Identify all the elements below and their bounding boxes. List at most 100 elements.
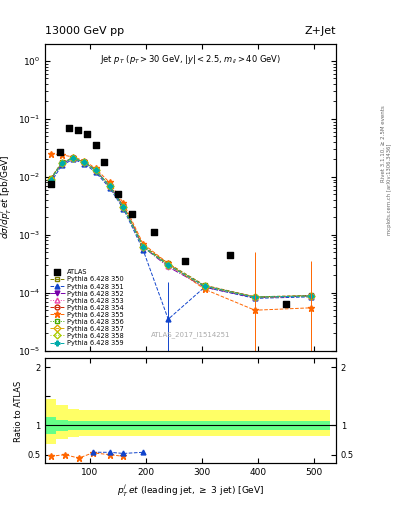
Pythia 6.428 353 bbox=[107, 183, 112, 189]
Pythia 6.428 350 bbox=[202, 282, 207, 288]
Pythia 6.428 351 bbox=[309, 294, 313, 300]
Pythia 6.428 357 bbox=[309, 293, 313, 299]
Pythia 6.428 354 bbox=[141, 243, 145, 249]
Pythia 6.428 351 bbox=[93, 169, 98, 175]
Pythia 6.428 357 bbox=[253, 294, 257, 300]
Pythia 6.428 358 bbox=[93, 167, 98, 174]
Pythia 6.428 354 bbox=[48, 176, 53, 182]
Pythia 6.428 358 bbox=[202, 283, 207, 289]
Legend: ATLAS, Pythia 6.428 350, Pythia 6.428 351, Pythia 6.428 352, Pythia 6.428 353, P: ATLAS, Pythia 6.428 350, Pythia 6.428 35… bbox=[48, 268, 125, 347]
Pythia 6.428 356 bbox=[121, 204, 126, 210]
Pythia 6.428 352 bbox=[166, 264, 171, 270]
ATLAS bbox=[338, 315, 345, 323]
Pythia 6.428 353 bbox=[82, 159, 87, 165]
Pythia 6.428 359 bbox=[82, 159, 87, 165]
Pythia 6.428 358 bbox=[121, 204, 126, 210]
Pythia 6.428 354 bbox=[309, 293, 313, 299]
Pythia 6.428 356 bbox=[93, 167, 98, 174]
Pythia 6.428 350 bbox=[253, 294, 257, 300]
ATLAS bbox=[66, 124, 72, 132]
ATLAS bbox=[151, 228, 157, 237]
Text: Jet $p_T$ ($p_T>30$ GeV, $|y|<2.5$, $m_{ll}>40$ GeV): Jet $p_T$ ($p_T>30$ GeV, $|y|<2.5$, $m_{… bbox=[100, 53, 281, 66]
Pythia 6.428 357 bbox=[107, 183, 112, 189]
Line: Pythia 6.428 356: Pythia 6.428 356 bbox=[48, 156, 313, 300]
ATLAS bbox=[227, 251, 233, 259]
Pythia 6.428 357 bbox=[121, 204, 126, 210]
Pythia 6.428 359 bbox=[121, 204, 126, 210]
Pythia 6.428 354 bbox=[202, 283, 207, 289]
Pythia 6.428 353 bbox=[48, 176, 53, 182]
Pythia 6.428 351 bbox=[71, 156, 75, 162]
Line: Pythia 6.428 354: Pythia 6.428 354 bbox=[48, 156, 313, 300]
Pythia 6.428 359 bbox=[48, 177, 53, 183]
Pythia 6.428 351 bbox=[166, 316, 171, 322]
Pythia 6.428 358 bbox=[82, 159, 87, 165]
Pythia 6.428 350 bbox=[71, 155, 75, 161]
Pythia 6.428 358 bbox=[60, 160, 64, 166]
Pythia 6.428 356 bbox=[107, 183, 112, 189]
Pythia 6.428 351 bbox=[202, 284, 207, 290]
Pythia 6.428 357 bbox=[141, 244, 145, 250]
Pythia 6.428 352 bbox=[48, 177, 53, 183]
Pythia 6.428 359 bbox=[107, 183, 112, 189]
Pythia 6.428 355 bbox=[60, 152, 64, 158]
Pythia 6.428 357 bbox=[60, 160, 64, 166]
ATLAS bbox=[182, 257, 188, 265]
ATLAS bbox=[129, 210, 135, 218]
Pythia 6.428 351 bbox=[107, 185, 112, 191]
ATLAS bbox=[75, 125, 81, 134]
Pythia 6.428 357 bbox=[202, 283, 207, 289]
Pythia 6.428 352 bbox=[121, 203, 126, 209]
Pythia 6.428 357 bbox=[166, 262, 171, 268]
Pythia 6.428 358 bbox=[48, 177, 53, 183]
Pythia 6.428 350 bbox=[107, 183, 112, 189]
Pythia 6.428 356 bbox=[202, 283, 207, 289]
Pythia 6.428 352 bbox=[82, 159, 87, 165]
ATLAS bbox=[48, 180, 54, 188]
Pythia 6.428 356 bbox=[141, 244, 145, 250]
Pythia 6.428 356 bbox=[166, 262, 171, 268]
Pythia 6.428 355 bbox=[93, 165, 98, 172]
Pythia 6.428 351 bbox=[82, 160, 87, 166]
Pythia 6.428 350 bbox=[121, 202, 126, 208]
Line: Pythia 6.428 352: Pythia 6.428 352 bbox=[48, 156, 313, 300]
Pythia 6.428 355 bbox=[166, 261, 171, 267]
Line: Pythia 6.428 355: Pythia 6.428 355 bbox=[47, 151, 314, 314]
Pythia 6.428 353 bbox=[253, 294, 257, 301]
Pythia 6.428 352 bbox=[93, 167, 98, 174]
Pythia 6.428 353 bbox=[309, 293, 313, 299]
Line: Pythia 6.428 350: Pythia 6.428 350 bbox=[48, 156, 313, 300]
Pythia 6.428 355 bbox=[253, 307, 257, 313]
Pythia 6.428 352 bbox=[107, 183, 112, 189]
Pythia 6.428 350 bbox=[60, 159, 64, 165]
Pythia 6.428 359 bbox=[166, 262, 171, 268]
Pythia 6.428 356 bbox=[48, 176, 53, 182]
Pythia 6.428 350 bbox=[141, 243, 145, 249]
Pythia 6.428 354 bbox=[82, 159, 87, 165]
Pythia 6.428 354 bbox=[60, 160, 64, 166]
Line: Pythia 6.428 359: Pythia 6.428 359 bbox=[48, 156, 313, 300]
Pythia 6.428 351 bbox=[48, 179, 53, 185]
Pythia 6.428 351 bbox=[121, 206, 126, 212]
X-axis label: $p_T^j\,et$ (leading jet, $\geq$ 3 jet) [GeV]: $p_T^j\,et$ (leading jet, $\geq$ 3 jet) … bbox=[117, 483, 264, 499]
Pythia 6.428 354 bbox=[166, 262, 171, 268]
Pythia 6.428 353 bbox=[93, 167, 98, 174]
Pythia 6.428 359 bbox=[60, 160, 64, 166]
Pythia 6.428 359 bbox=[202, 283, 207, 289]
Pythia 6.428 355 bbox=[107, 179, 112, 185]
Line: Pythia 6.428 353: Pythia 6.428 353 bbox=[48, 156, 313, 300]
Line: Pythia 6.428 351: Pythia 6.428 351 bbox=[48, 157, 313, 322]
Pythia 6.428 350 bbox=[166, 261, 171, 267]
Pythia 6.428 355 bbox=[309, 305, 313, 311]
Text: Z+Jet: Z+Jet bbox=[305, 26, 336, 36]
Pythia 6.428 350 bbox=[48, 175, 53, 181]
ATLAS bbox=[283, 300, 289, 308]
Pythia 6.428 353 bbox=[141, 244, 145, 250]
ATLAS bbox=[115, 190, 121, 199]
Pythia 6.428 357 bbox=[71, 155, 75, 161]
Pythia 6.428 355 bbox=[202, 286, 207, 292]
Pythia 6.428 353 bbox=[202, 283, 207, 289]
Text: ATLAS_2017_I1514251: ATLAS_2017_I1514251 bbox=[151, 332, 230, 338]
Pythia 6.428 354 bbox=[107, 183, 112, 189]
Pythia 6.428 352 bbox=[141, 244, 145, 250]
